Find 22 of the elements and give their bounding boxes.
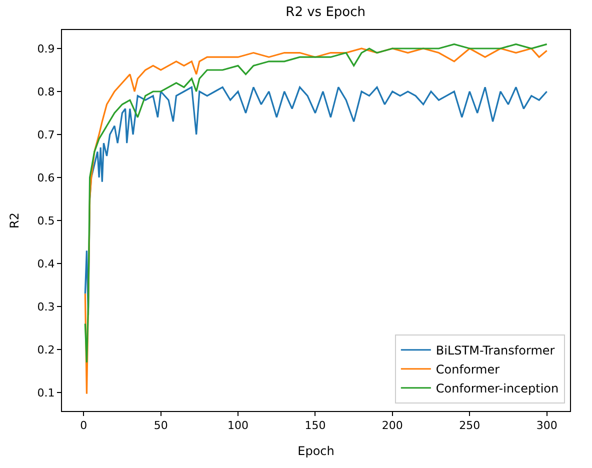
x-tick-label: 100: [228, 419, 249, 432]
x-tick-label: 250: [459, 419, 480, 432]
y-tick-label: 0.2: [37, 343, 55, 356]
x-tick-label: 200: [382, 419, 403, 432]
y-tick-label: 0.9: [37, 42, 55, 56]
y-axis-title: R2: [8, 212, 22, 228]
y-tick-label: 0.8: [37, 85, 55, 98]
x-tick-label: 150: [304, 419, 326, 432]
y-tick-label: 0.7: [37, 128, 55, 142]
y-tick-label: 0.5: [37, 214, 55, 228]
legend-label: Conformer-inception: [436, 382, 559, 396]
x-tick-label: 300: [536, 419, 558, 432]
x-tick-label: 50: [154, 419, 168, 432]
y-tick-label: 0.1: [37, 386, 55, 400]
chart-title: R2 vs Epoch: [286, 5, 366, 20]
y-tick-label: 0.3: [37, 300, 55, 314]
y-tick-label: 0.4: [37, 257, 55, 270]
legend-label: BiLSTM-Transformer: [436, 344, 555, 358]
legend-label: Conformer: [436, 362, 500, 377]
x-axis-title: Epoch: [298, 444, 334, 458]
x-tick-label: 0: [80, 419, 88, 432]
y-tick-label: 0.6: [37, 171, 55, 184]
